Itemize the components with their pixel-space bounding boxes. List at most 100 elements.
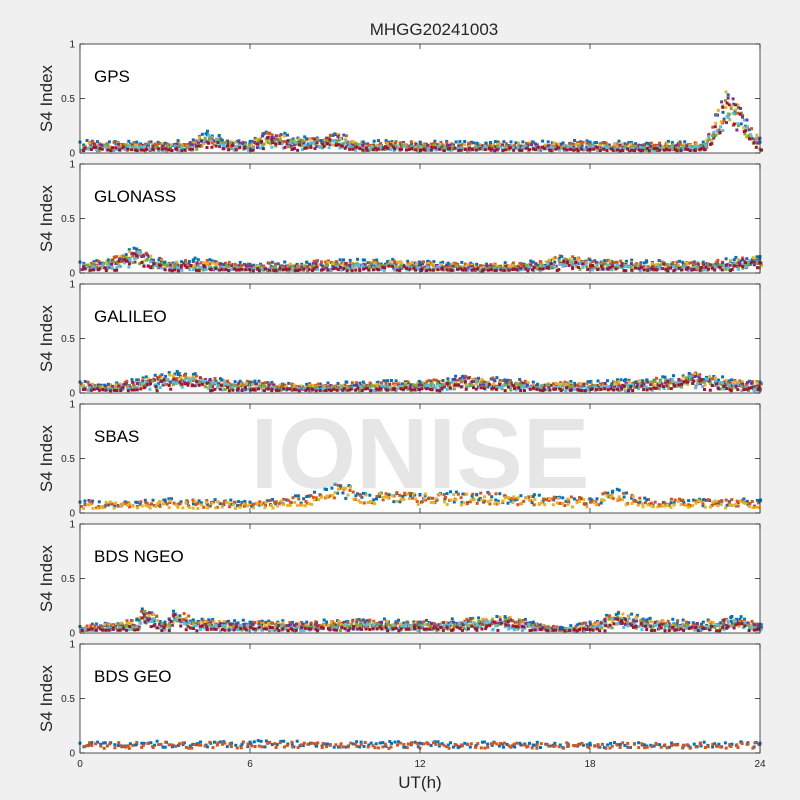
data-point: [569, 388, 573, 392]
data-point: [309, 145, 313, 149]
data-point: [314, 259, 318, 263]
data-point: [262, 389, 266, 393]
data-point: [296, 264, 300, 268]
data-point: [630, 268, 634, 272]
data-point: [221, 388, 225, 392]
data-point: [720, 268, 724, 272]
data-point: [328, 143, 332, 147]
data-point: [679, 502, 683, 506]
data-point: [756, 266, 759, 270]
data-point: [666, 263, 670, 267]
data-point: [336, 385, 340, 389]
data-point: [232, 267, 236, 271]
data-point: [757, 385, 761, 389]
data-point: [149, 140, 153, 144]
data-point: [601, 382, 605, 386]
data-point: [395, 268, 399, 272]
data-point: [271, 498, 274, 501]
data-point: [202, 139, 206, 143]
data-point: [560, 255, 564, 259]
data-point: [423, 492, 427, 496]
data-point: [529, 259, 533, 263]
data-point: [187, 376, 191, 380]
data-point: [447, 269, 451, 273]
data-point: [562, 259, 566, 263]
data-point: [335, 388, 339, 392]
data-point: [545, 266, 549, 270]
data-point: [519, 389, 523, 392]
data-point: [745, 118, 749, 122]
data-point: [678, 497, 681, 501]
data-point: [333, 133, 337, 136]
data-point: [258, 382, 262, 386]
data-point: [339, 268, 343, 272]
data-point: [589, 264, 592, 268]
data-point: [708, 388, 712, 392]
data-point: [334, 266, 337, 270]
data-point: [153, 264, 157, 267]
data-point: [238, 143, 242, 147]
data-point: [607, 143, 611, 147]
data-point: [484, 385, 488, 389]
data-point: [156, 140, 160, 144]
data-point: [98, 144, 102, 148]
data-point: [607, 385, 611, 389]
data-point: [657, 259, 661, 262]
data-point: [234, 268, 238, 272]
data-point: [472, 267, 476, 271]
data-point: [182, 373, 186, 377]
data-point: [472, 498, 476, 502]
data-point: [694, 147, 697, 151]
data-point: [316, 388, 320, 391]
data-point: [521, 145, 525, 149]
data-point: [84, 503, 87, 507]
data-point: [238, 264, 242, 267]
data-point: [207, 133, 211, 137]
data-point: [115, 266, 119, 270]
data-point: [233, 500, 237, 504]
data-point: [191, 258, 195, 262]
data-point: [308, 262, 311, 266]
data-point: [631, 389, 635, 392]
data-point: [595, 146, 599, 150]
data-point: [429, 148, 433, 152]
data-point: [643, 501, 647, 505]
data-point: [445, 492, 449, 496]
data-point: [716, 504, 720, 508]
data-point: [124, 382, 128, 386]
data-point: [290, 382, 294, 386]
data-point: [335, 139, 339, 143]
y-tick-label: 1: [69, 400, 75, 411]
data-point: [158, 374, 162, 378]
data-point: [327, 146, 331, 150]
data-point: [102, 388, 106, 392]
data-point: [240, 267, 244, 271]
data-point: [585, 382, 589, 386]
data-point: [175, 260, 179, 264]
data-point: [425, 269, 429, 273]
data-point: [490, 387, 494, 391]
data-point: [543, 383, 547, 387]
data-point: [498, 145, 502, 149]
data-point: [578, 261, 582, 265]
data-point: [491, 145, 495, 149]
data-point: [226, 265, 230, 269]
data-point: [248, 502, 252, 506]
data-point: [286, 139, 290, 143]
data-point: [415, 149, 419, 152]
data-point: [677, 383, 681, 387]
data-point: [108, 262, 111, 266]
data-point: [352, 262, 356, 266]
data-point: [721, 261, 725, 265]
data-point: [212, 500, 216, 504]
data-point: [456, 492, 460, 496]
data-point: [372, 258, 376, 262]
data-point: [704, 143, 708, 147]
data-point: [637, 387, 641, 391]
data-point: [461, 268, 465, 272]
data-point: [409, 144, 413, 148]
data-point: [414, 142, 418, 146]
data-point: [272, 141, 276, 144]
data-point: [667, 386, 671, 390]
data-point: [422, 267, 426, 270]
